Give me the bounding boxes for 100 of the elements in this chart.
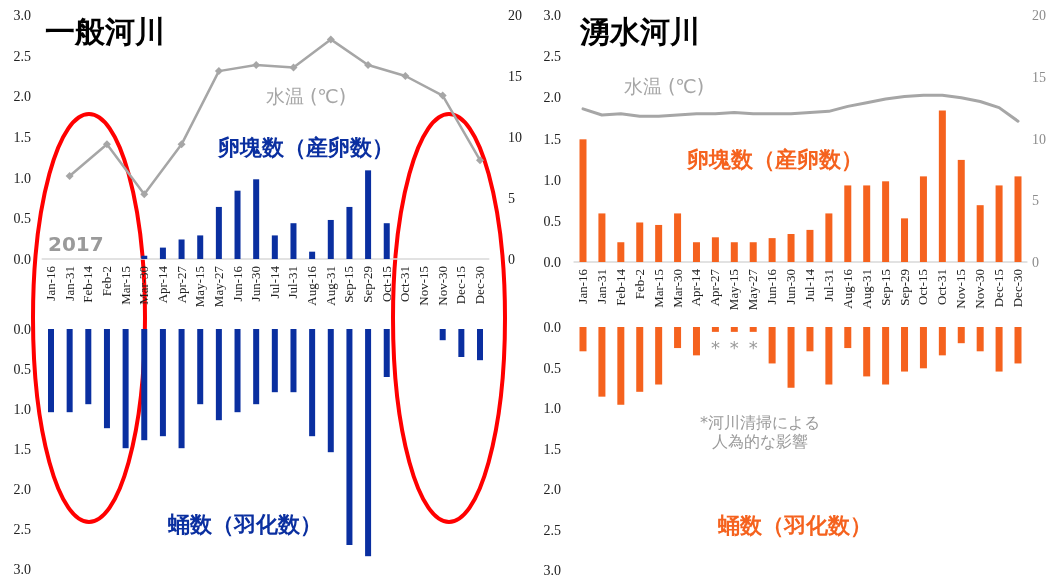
bar xyxy=(655,327,663,385)
x-tick-label: Nov-30 xyxy=(434,266,450,306)
x-tick-label: Oct-31 xyxy=(397,266,413,303)
annotation: *河川清掃による xyxy=(700,413,820,432)
y-tick-label: 1.0 xyxy=(543,401,561,416)
bar xyxy=(692,327,700,356)
y2-tick-label: 0 xyxy=(508,252,515,267)
y-tick-label: 0.0 xyxy=(13,252,31,267)
series-label: 卵塊数（産卵数） xyxy=(217,135,394,160)
bar xyxy=(458,329,465,357)
x-tick-label: Jul-14 xyxy=(266,265,282,299)
bar xyxy=(122,329,129,449)
bar xyxy=(346,329,353,545)
y-tick-label: 3.0 xyxy=(13,562,31,577)
bar xyxy=(674,327,682,349)
y-tick-label: 0.0 xyxy=(13,322,31,337)
x-tick-label: Jan-16 xyxy=(575,268,590,304)
bar xyxy=(863,185,871,262)
y2-tick-label: 20 xyxy=(1032,8,1046,23)
y2-tick-label: 10 xyxy=(508,130,522,145)
bar xyxy=(768,238,776,262)
x-tick-label: Mar-15 xyxy=(650,269,666,308)
bar xyxy=(692,242,700,262)
x-tick-label: May-15 xyxy=(192,266,208,308)
bar xyxy=(365,329,372,557)
bar xyxy=(215,206,222,259)
bar xyxy=(141,329,148,441)
bar xyxy=(178,329,185,449)
x-tick-label: Apr-27 xyxy=(707,268,723,307)
bar xyxy=(901,218,909,262)
bar xyxy=(711,327,719,332)
bar xyxy=(159,247,166,259)
y2-tick-label: 5 xyxy=(1032,193,1039,209)
bar xyxy=(938,110,946,262)
bar xyxy=(882,181,890,262)
x-tick-label: Sep-15 xyxy=(877,269,893,306)
bar xyxy=(327,219,334,259)
bar xyxy=(253,329,260,405)
y-tick-label: 1.0 xyxy=(13,170,31,186)
x-tick-label: Dec-15 xyxy=(453,266,469,305)
bar xyxy=(439,329,446,341)
x-tick-label: May-27 xyxy=(210,265,226,308)
y-tick-label: 2.0 xyxy=(543,90,561,106)
x-tick-label: Mar-15 xyxy=(117,266,133,305)
x-tick-label: Jan-16 xyxy=(43,265,58,301)
bar xyxy=(598,213,606,262)
bar xyxy=(787,234,795,262)
bar xyxy=(178,239,185,259)
point xyxy=(102,140,111,149)
y-tick-label: 0.5 xyxy=(543,360,561,376)
bar xyxy=(383,329,390,377)
point xyxy=(476,156,484,165)
x-tick-label: Jul-31 xyxy=(285,266,301,299)
x-tick-label: Nov-15 xyxy=(953,269,969,309)
series-label: 蛹数（羽化数） xyxy=(167,512,322,537)
x-tick-label: Apr-14 xyxy=(154,265,170,304)
bar xyxy=(617,327,625,405)
bar xyxy=(882,327,890,385)
bar xyxy=(919,327,927,369)
x-tick-label: Oct-31 xyxy=(934,269,950,306)
bar xyxy=(730,327,738,332)
y-tick-label: 1.5 xyxy=(543,131,561,147)
bar xyxy=(957,327,965,344)
bar xyxy=(730,242,738,262)
bar xyxy=(825,327,833,385)
y2-tick-label: 10 xyxy=(1032,131,1046,147)
bar xyxy=(976,327,984,352)
x-tick-label: Aug-31 xyxy=(322,266,338,306)
x-tick-label: Jan-31 xyxy=(61,266,77,301)
bar xyxy=(346,206,353,259)
annotation: * xyxy=(748,336,758,358)
x-tick-label: Jun-30 xyxy=(783,269,799,305)
bar xyxy=(957,159,965,262)
bar xyxy=(234,190,241,259)
bar xyxy=(141,255,148,259)
y-tick-label: 0.5 xyxy=(543,213,561,229)
series-label: 水温 (℃) xyxy=(265,85,347,107)
x-tick-label: Feb-14 xyxy=(80,265,96,303)
y-tick-label: 2.0 xyxy=(543,482,561,497)
bar xyxy=(749,327,757,332)
bar xyxy=(579,139,587,262)
point xyxy=(140,190,149,199)
x-tick-label: Jun-16 xyxy=(229,265,245,302)
y-tick-label: 0.0 xyxy=(543,320,561,335)
y2-tick-label: 15 xyxy=(1032,69,1046,85)
x-tick-label: Feb-2 xyxy=(98,266,114,297)
bar xyxy=(636,222,644,262)
bar xyxy=(674,213,682,262)
bar xyxy=(579,327,587,352)
y-tick-label: 1.5 xyxy=(13,130,31,145)
bar xyxy=(995,327,1003,372)
series-label: 卵塊数（産卵数） xyxy=(686,147,863,172)
x-tick-label: Dec-30 xyxy=(472,266,487,305)
bar xyxy=(309,251,316,259)
x-tick-label: Nov-30 xyxy=(972,269,988,309)
bar xyxy=(271,235,278,259)
x-tick-label: Sep-15 xyxy=(341,266,357,303)
x-tick-label: Aug-16 xyxy=(304,265,320,306)
x-tick-label: Apr-14 xyxy=(688,268,704,307)
bar xyxy=(995,185,1003,262)
